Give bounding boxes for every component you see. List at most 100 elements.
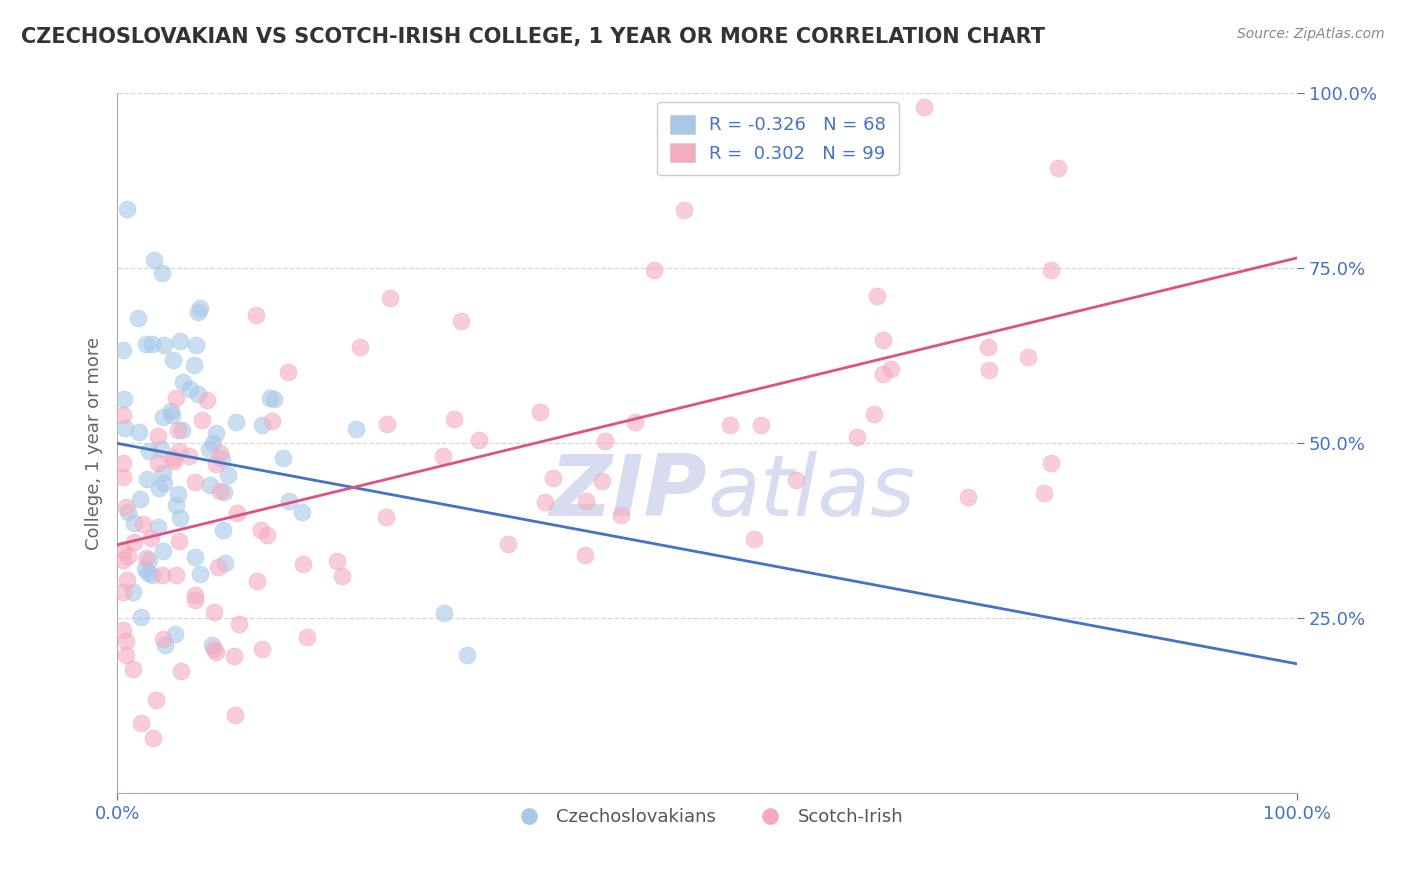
Point: [172, 376, 194, 390]
Point: [134, 562, 156, 576]
Point: [432, 607, 454, 621]
Point: [643, 263, 665, 277]
Point: [914, 100, 936, 114]
Point: [263, 392, 285, 406]
Point: [165, 498, 187, 512]
Point: [204, 645, 226, 659]
Point: [117, 505, 139, 519]
Point: [122, 662, 145, 676]
Point: [187, 305, 209, 319]
Point: [330, 569, 353, 583]
Point: [129, 716, 152, 731]
Point: [152, 475, 174, 490]
Point: [112, 553, 135, 567]
Point: [262, 414, 284, 428]
Point: [162, 353, 184, 368]
Point: [496, 537, 519, 551]
Point: [183, 593, 205, 607]
Point: [162, 451, 184, 466]
Point: [541, 471, 564, 485]
Point: [112, 409, 135, 423]
Point: [1046, 161, 1069, 176]
Point: [135, 337, 157, 351]
Point: [595, 434, 617, 449]
Point: [292, 557, 315, 571]
Point: [222, 648, 245, 663]
Point: [432, 450, 454, 464]
Point: [609, 508, 631, 522]
Point: [160, 408, 183, 422]
Point: [172, 423, 194, 437]
Point: [127, 311, 149, 326]
Point: [574, 549, 596, 563]
Point: [624, 416, 647, 430]
Point: [534, 495, 557, 509]
Point: [112, 469, 135, 483]
Point: [204, 426, 226, 441]
Point: [150, 442, 173, 456]
Point: [184, 338, 207, 352]
Point: [114, 633, 136, 648]
Point: [112, 543, 135, 558]
Point: [212, 523, 235, 537]
Point: [179, 382, 201, 396]
Point: [456, 648, 478, 662]
Point: [190, 413, 212, 427]
Point: [575, 494, 598, 508]
Point: [141, 567, 163, 582]
Point: [273, 451, 295, 466]
Point: [250, 641, 273, 656]
Point: [148, 429, 170, 443]
Point: [467, 433, 489, 447]
Point: [145, 693, 167, 707]
Point: [117, 202, 139, 216]
Point: [122, 534, 145, 549]
Point: [136, 566, 159, 581]
Point: [291, 505, 314, 519]
Point: [278, 493, 301, 508]
Point: [866, 289, 889, 303]
Point: [217, 468, 239, 483]
Point: [148, 481, 170, 495]
Point: [212, 484, 235, 499]
Point: [184, 588, 207, 602]
Point: [112, 624, 135, 638]
Point: [163, 454, 186, 468]
Point: [166, 486, 188, 500]
Point: [880, 362, 903, 376]
Point: [225, 416, 247, 430]
Point: [375, 417, 398, 432]
Point: [349, 341, 371, 355]
Point: [112, 343, 135, 357]
Point: [152, 632, 174, 647]
Point: [183, 359, 205, 373]
Point: [1017, 350, 1039, 364]
Point: [184, 549, 207, 564]
Point: [170, 664, 193, 678]
Point: [749, 417, 772, 432]
Point: [195, 392, 218, 407]
Point: [443, 412, 465, 426]
Point: [374, 510, 396, 524]
Point: [153, 639, 176, 653]
Point: [167, 533, 190, 548]
Text: Source: ZipAtlas.com: Source: ZipAtlas.com: [1237, 27, 1385, 41]
Point: [115, 500, 138, 514]
Point: [112, 456, 135, 470]
Point: [152, 543, 174, 558]
Point: [160, 404, 183, 418]
Point: [115, 573, 138, 587]
Point: [872, 333, 894, 347]
Point: [214, 557, 236, 571]
Point: [163, 627, 186, 641]
Point: [228, 617, 250, 632]
Point: [135, 551, 157, 566]
Point: [207, 560, 229, 574]
Text: CZECHOSLOVAKIAN VS SCOTCH-IRISH COLLEGE, 1 YEAR OR MORE CORRELATION CHART: CZECHOSLOVAKIAN VS SCOTCH-IRISH COLLEGE,…: [21, 27, 1045, 46]
Point: [957, 490, 980, 504]
Point: [197, 442, 219, 457]
Point: [117, 549, 139, 563]
Point: [122, 585, 145, 599]
Point: [132, 516, 155, 531]
Point: [862, 408, 884, 422]
